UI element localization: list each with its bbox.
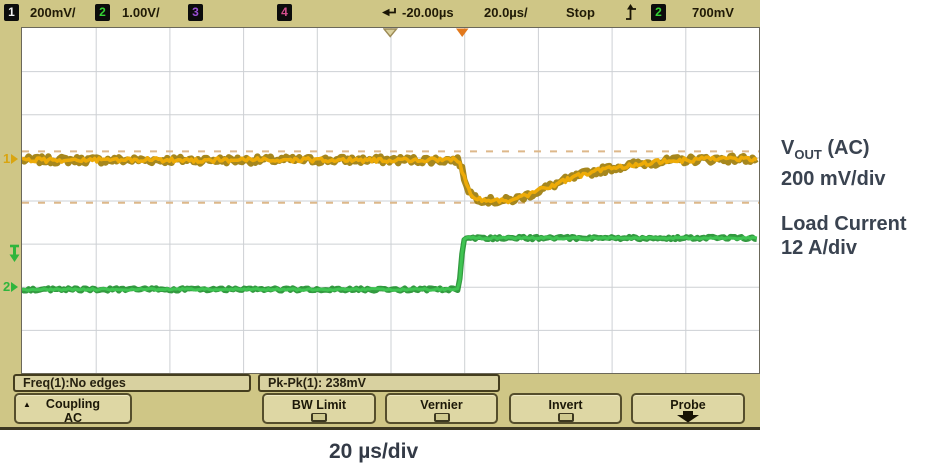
- status-bar: 1 200mV/ 2 1.00V/ 3 4 -20.00µs 20.0µs/ S…: [0, 0, 758, 27]
- delay-readout: -20.00µs: [402, 5, 454, 20]
- ch1-annotation-name: VOUT (AC): [781, 137, 870, 162]
- trigger-position-marker[interactable]: [455, 28, 470, 38]
- ch1-annotation: VOUT (AC) 200 mV/div: [781, 136, 886, 191]
- vernier-label: Vernier: [420, 398, 463, 412]
- probe-softkey[interactable]: Probe: [631, 393, 745, 424]
- waveform-plot: [22, 28, 759, 373]
- coupling-label: Coupling: [45, 397, 101, 411]
- invert-checkbox[interactable]: [557, 413, 574, 422]
- trigger-level-marker[interactable]: [7, 244, 22, 263]
- pkpk-measurement: Pk-Pk(1): 238mV: [258, 374, 500, 392]
- probe-down-arrow-icon: [677, 411, 699, 423]
- ch2-annotation-scale: 12 A/div: [781, 237, 857, 259]
- trigger-source-badge: 2: [651, 4, 666, 21]
- timebase-annotation: 20 µs/div: [329, 440, 419, 463]
- time-reference-marker: [383, 28, 398, 38]
- ch1-ground-marker[interactable]: 1: [3, 152, 19, 165]
- bw-limit-checkbox[interactable]: [311, 413, 327, 422]
- probe-label: Probe: [670, 398, 706, 412]
- ch1-annotation-scale: 200 mV/div: [781, 168, 886, 190]
- bw-limit-softkey[interactable]: BW Limit: [262, 393, 376, 424]
- bw-limit-label: BW Limit: [291, 398, 347, 412]
- ch2-ground-marker[interactable]: 2: [3, 280, 19, 293]
- timebase-readout: 20.0µs/: [484, 5, 528, 20]
- channel-1-badge: 1: [4, 4, 19, 21]
- channel-2-badge: 2: [95, 4, 110, 21]
- channel-4-badge: 4: [277, 4, 292, 21]
- oscilloscope-display: 1 200mV/ 2 1.00V/ 3 4 -20.00µs 20.0µs/ S…: [0, 0, 760, 430]
- coupling-value: AC: [63, 411, 83, 425]
- invert-softkey[interactable]: Invert: [509, 393, 622, 424]
- invert-label: Invert: [548, 398, 583, 412]
- coupling-softkey[interactable]: ▲ Coupling AC: [14, 393, 132, 425]
- delay-arrow-icon: [382, 8, 396, 17]
- run-state: Stop: [566, 5, 595, 20]
- trigger-level-readout: 700mV: [692, 5, 734, 20]
- channel-1-scale: 200mV/: [30, 5, 76, 20]
- waveform-screen: [21, 27, 760, 374]
- vernier-softkey[interactable]: Vernier: [385, 393, 498, 424]
- rising-edge-trigger-icon: [626, 4, 636, 20]
- channel-2-scale: 1.00V/: [122, 5, 160, 20]
- ch2-annotation-name: Load Current: [781, 213, 907, 235]
- ch2-annotation: Load Current 12 A/div: [781, 212, 907, 260]
- channel-3-badge: 3: [188, 4, 203, 21]
- freq-measurement: Freq(1):No edges: [13, 374, 251, 392]
- vernier-checkbox[interactable]: [433, 413, 450, 422]
- menu-caret-icon: ▲: [23, 400, 31, 409]
